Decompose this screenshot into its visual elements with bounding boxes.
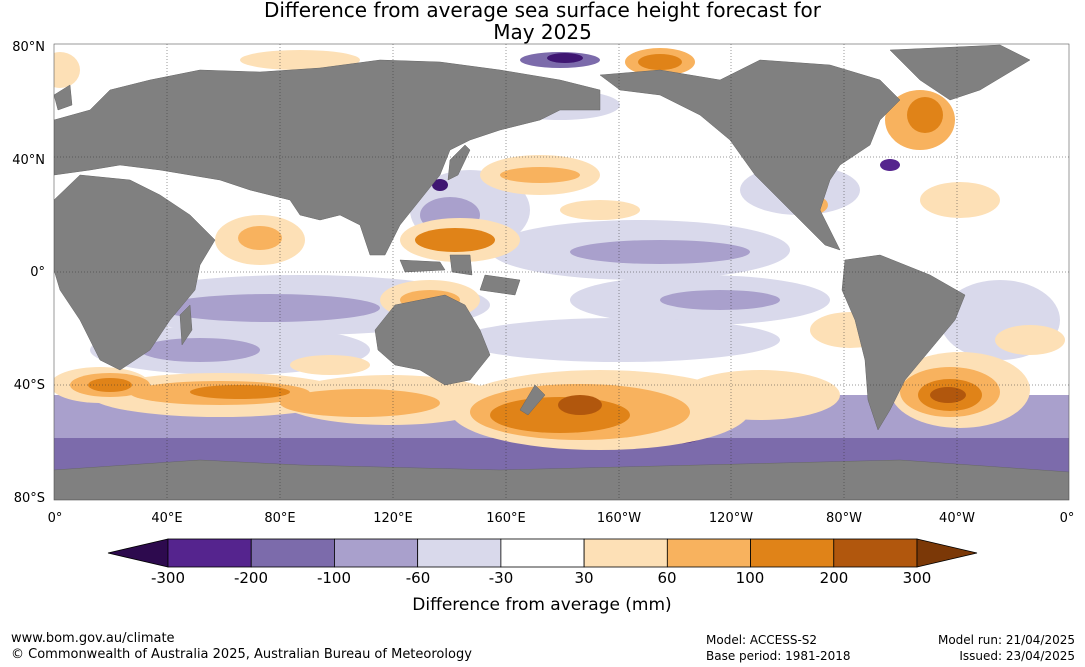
- footer-model: Model: ACCESS-S2: [706, 633, 818, 647]
- map-frame: [53, 43, 1070, 501]
- colorbar-cell: [833, 538, 918, 568]
- footer-url: www.bom.gov.au/climate: [11, 631, 175, 646]
- gridlines: [54, 44, 1069, 500]
- lon-label: 120°W: [709, 511, 753, 526]
- lon-label: 0°: [48, 511, 63, 526]
- lon-label: 40°E: [151, 511, 182, 526]
- lon-label: 160°W: [597, 511, 641, 526]
- colorbar-tick: 100: [736, 569, 765, 587]
- lon-labels: 0° 40°E 80°E 120°E 160°E 160°W 120°W 80°…: [48, 511, 1075, 526]
- colorbar-label: Difference from average (mm): [412, 595, 671, 615]
- footer-base-period: Base period: 1981-2018: [706, 649, 851, 663]
- colorbar-cell: [167, 538, 252, 568]
- colorbar-tick: -30: [489, 569, 514, 587]
- lat-labels: 80°N 40°N 0° 40°S 80°S: [12, 40, 45, 506]
- lon-label: 0°: [1060, 511, 1075, 526]
- lon-label: 80°W: [826, 511, 862, 526]
- lat-label: 80°S: [14, 491, 45, 506]
- colorbar-over-triangle: [916, 538, 978, 568]
- land: [54, 44, 1069, 500]
- anomaly-positive-south: [54, 352, 1030, 450]
- colorbar-ticks: -300 -200 -100 -60 -30 30 60 100 200 300: [151, 569, 931, 587]
- footer-copyright: © Commonwealth of Australia 2025, Austra…: [11, 647, 472, 662]
- lat-label: 80°N: [12, 40, 45, 55]
- lon-label: 120°E: [373, 511, 413, 526]
- sea-level-map: 80°N 40°N 0° 40°S 80°S 0° 40°E 80°E 120°…: [12, 40, 1075, 615]
- colorbar-tick: 300: [903, 569, 932, 587]
- lon-label: 40°W: [939, 511, 975, 526]
- footer-issued: Issued: 23/04/2025: [959, 649, 1075, 663]
- colorbar: [107, 538, 978, 568]
- colorbar-cell: [500, 538, 585, 568]
- colorbar-tick: -60: [406, 569, 431, 587]
- colorbar-cell: [250, 538, 335, 568]
- lat-label: 0°: [30, 265, 45, 280]
- colorbar-tick: 60: [657, 569, 676, 587]
- colorbar-tick: -100: [317, 569, 351, 587]
- colorbar-tick: -300: [151, 569, 185, 587]
- colorbar-cell: [583, 538, 668, 568]
- lat-label: 40°S: [14, 378, 45, 393]
- map-title: Difference from average sea surface heig…: [263, 0, 822, 22]
- lon-label: 80°E: [264, 511, 295, 526]
- colorbar-cell: [750, 538, 835, 568]
- colorbar-tick: 30: [574, 569, 593, 587]
- colorbar-cell: [417, 538, 502, 568]
- lon-label: 160°E: [486, 511, 526, 526]
- colorbar-cell: [666, 538, 751, 568]
- map-field: [54, 44, 1069, 500]
- map-subtitle: May 2025: [493, 20, 592, 44]
- colorbar-tick: -200: [234, 569, 268, 587]
- colorbar-tick: 200: [820, 569, 849, 587]
- footer-model-run: Model run: 21/04/2025: [937, 633, 1075, 647]
- colorbar-cell: [334, 538, 419, 568]
- lat-label: 40°N: [12, 153, 45, 168]
- colorbar-under-triangle: [107, 538, 169, 568]
